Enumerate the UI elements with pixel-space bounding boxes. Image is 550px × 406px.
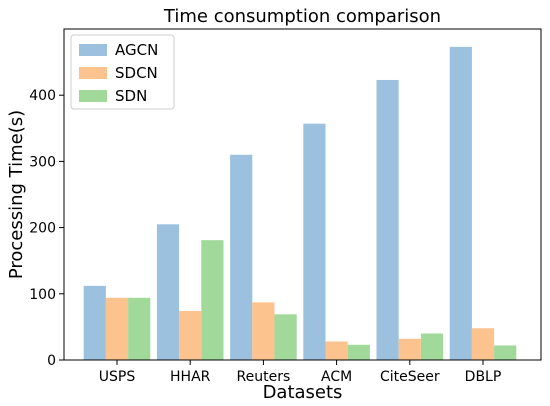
y-tick-label: 0	[47, 353, 56, 369]
x-axis-ticks: USPS HHAR Reuters ACM CiteSeer DBLP	[99, 360, 502, 385]
x-tick-label: CiteSeer	[380, 369, 440, 385]
legend-swatch-sdcn	[79, 67, 107, 79]
plot-frame	[63, 28, 542, 361]
y-tick-label: 100	[29, 287, 56, 303]
x-tick-label: USPS	[99, 369, 136, 385]
legend-label-sdcn: SDCN	[115, 64, 158, 82]
legend-label-sdn: SDN	[115, 87, 147, 105]
bar-sdcn-citeseer	[398, 338, 421, 360]
y-axis-title: Processing Time(s)	[6, 110, 27, 279]
bar-sdn-usps	[128, 297, 151, 360]
bar-sdn-dblp	[494, 345, 517, 360]
bar-sdcn-reuters	[252, 302, 275, 360]
bar-sdn-acm	[347, 344, 370, 360]
bar-agcn-acm	[303, 123, 326, 360]
legend-swatch-sdn	[79, 90, 107, 102]
bar-sdcn-dblp	[471, 328, 495, 360]
bar-agcn-usps	[83, 285, 106, 360]
bar-agcn-citeseer	[376, 79, 399, 360]
x-tick-label: DBLP	[465, 369, 502, 385]
bar-sdn-hhar	[201, 240, 224, 360]
x-tick-label: Reuters	[237, 369, 291, 385]
y-tick-label: 300	[29, 154, 56, 170]
x-axis-title: Datasets	[263, 382, 343, 403]
bar-sdcn-usps	[105, 297, 129, 360]
bar-agcn-reuters	[230, 154, 253, 360]
y-tick-label: 200	[29, 221, 56, 237]
y-axis-ticks: 0 100 200 300 400	[29, 88, 64, 369]
legend-swatch-agcn	[79, 44, 107, 56]
x-tick-label: ACM	[321, 369, 352, 385]
bar-agcn-dblp	[449, 46, 472, 361]
bar-agcn-hhar	[156, 224, 180, 360]
bar-sdcn-hhar	[179, 311, 202, 360]
legend-label-agcn: AGCN	[115, 41, 158, 59]
bar-sdcn-acm	[325, 341, 348, 360]
bar-sdn-citeseer	[420, 333, 444, 360]
bars-layer	[83, 46, 517, 361]
y-tick-label: 400	[29, 88, 56, 104]
x-tick-label: HHAR	[170, 369, 211, 385]
chart-title: Time consumption comparison	[163, 6, 441, 27]
legend: AGCN SDCN SDN	[70, 34, 175, 110]
bar-sdn-reuters	[274, 314, 297, 360]
